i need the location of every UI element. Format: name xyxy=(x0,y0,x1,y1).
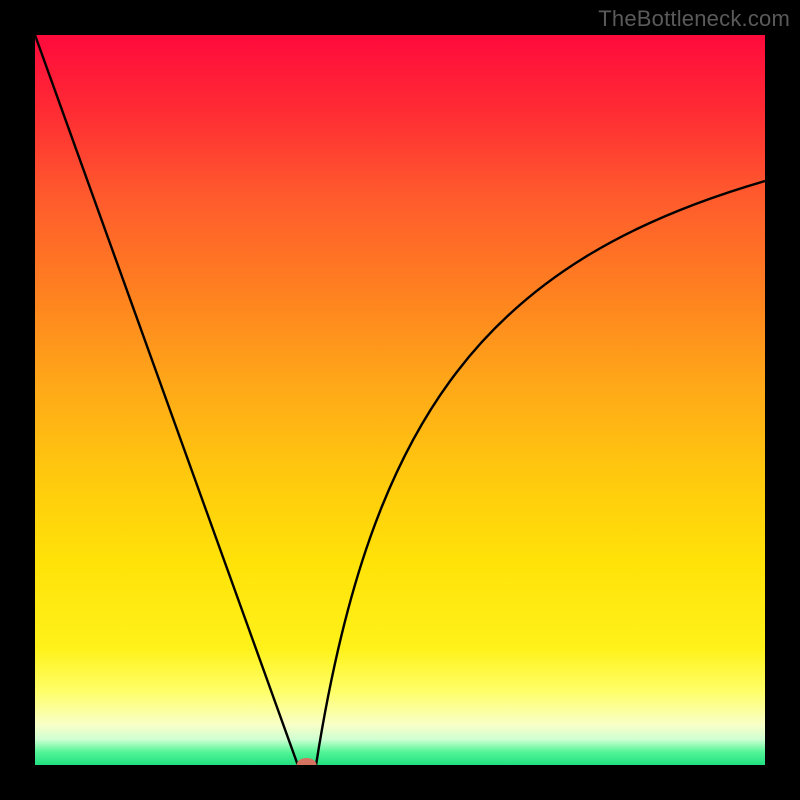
plot-background xyxy=(35,35,765,765)
plot-border-left xyxy=(0,0,35,800)
watermark-label: TheBottleneck.com xyxy=(598,6,790,32)
chart-container: TheBottleneck.com xyxy=(0,0,800,800)
plot-border-bottom xyxy=(0,765,800,800)
bottleneck-curve-chart xyxy=(0,0,800,800)
plot-border-right xyxy=(765,0,800,800)
